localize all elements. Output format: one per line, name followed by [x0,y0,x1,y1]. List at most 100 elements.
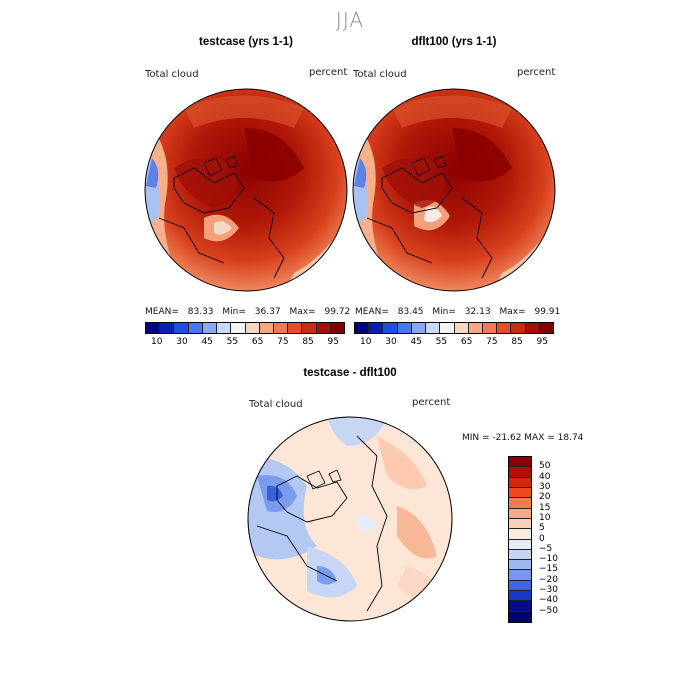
diff-variable: Total cloud [249,399,303,410]
colorbar-tick-label: 20 [539,492,551,503]
colorbar-swatch [217,323,232,333]
colorbar-tick-label: 10 [539,512,551,523]
panel-2-mean: 83.45 [397,307,424,317]
colorbar-swatch [383,323,398,333]
colorbar-swatch [330,323,345,333]
colorbar-tick-label: −40 [539,595,558,606]
colorbar-swatch [509,611,531,622]
panel-1-min-label: Min= [222,307,246,317]
colorbar-swatch [509,570,531,581]
colorbar-swatch [316,323,331,333]
colorbar-tick-label: 95 [536,337,548,347]
panel-2-colorbar: 10 30 45 55 65 75 85 95 [354,322,554,347]
colorbar-swatch [509,549,531,561]
colorbar-swatch [509,467,531,478]
panel-1-stats: MEAN= 83.33 Min= 36.37 Max= 99.72 [145,307,350,317]
colorbar-swatch [160,323,175,333]
colorbar-swatch [188,323,203,333]
colorbar-tick-label: −20 [539,574,558,585]
colorbar-tick-label: −15 [539,564,558,575]
panel-2-min: 32.13 [464,307,491,317]
colorbar-swatch [509,457,531,468]
colorbar-tick-label: 45 [201,337,213,347]
colorbar-swatch [509,601,531,612]
panel-2-mean-label: MEAN= [355,307,389,317]
colorbar-swatch [288,323,303,333]
colorbar-swatch [259,323,274,333]
colorbar-swatch [539,323,554,333]
colorbar-tick-label: 45 [410,337,422,347]
colorbar-tick-label: −10 [539,554,558,565]
colorbar-tick-label: 5 [539,523,545,534]
colorbar-tick-label: 65 [460,337,473,347]
colorbar-swatch [509,487,531,499]
colorbar-swatch [355,323,370,333]
colorbar-tick-label: −30 [539,585,558,596]
colorbar-tick-label: −50 [539,605,558,616]
colorbar-tick-label: 85 [302,337,314,347]
panel-1-colorbar-labels: 10 30 45 55 65 75 85 95 [145,337,345,347]
colorbar-swatch [509,591,531,602]
colorbar-swatch [509,529,531,540]
colorbar-swatch [245,323,260,333]
colorbar-swatch [509,539,531,550]
colorbar-swatch [509,518,531,530]
panel-1-colorbar-swatches [145,322,345,334]
panel-1-units: percent [309,67,348,78]
colorbar-tick-label: 15 [539,502,551,513]
panel-2-variable: Total cloud [353,69,407,80]
panel-1-max-label: Max= [289,307,316,317]
colorbar-swatch [174,323,189,333]
panel-1-mean: 83.33 [187,307,214,317]
colorbar-swatch [202,323,218,333]
colorbar-swatch [273,323,289,333]
colorbar-tick-label: 40 [539,471,551,482]
diff-colorbar [508,456,532,623]
panel-1-mean-label: MEAN= [145,307,179,317]
colorbar-swatch [411,323,427,333]
panel-2-stats: MEAN= 83.45 Min= 32.13 Max= 99.91 [355,307,560,317]
panel-1-title: testcase (yrs 1-1) [199,36,293,48]
diff-map [247,416,453,622]
colorbar-tick-label: 55 [226,337,239,347]
colorbar-swatch [511,323,526,333]
colorbar-tick-label: 75 [486,337,498,347]
colorbar-tick-label: 65 [251,337,264,347]
panel-1-max: 99.72 [324,307,351,317]
panel-2-min-label: Min= [432,307,456,317]
colorbar-tick-label: 30 [539,481,551,492]
colorbar-swatch [397,323,412,333]
colorbar-swatch [231,323,246,333]
colorbar-swatch [509,498,531,509]
colorbar-tick-label: −5 [539,543,553,554]
panel-2-units: percent [517,67,556,78]
colorbar-tick-label: 30 [385,337,397,347]
colorbar-tick-label: 0 [539,533,545,544]
colorbar-tick-label: 10 [360,337,372,347]
colorbar-tick-label: 85 [511,337,523,347]
colorbar-tick-label: 10 [151,337,163,347]
colorbar-tick-label: 50 [539,461,551,472]
colorbar-tick-label: 55 [435,337,448,347]
panel-1-map [144,88,348,292]
colorbar-swatch [497,323,512,333]
colorbar-tick-label: 30 [176,337,188,347]
panel-2-title: dflt100 (yrs 1-1) [411,36,497,48]
colorbar-swatch [468,323,483,333]
panel-1-min: 36.37 [254,307,281,317]
colorbar-tick-label: 75 [277,337,289,347]
panel-1-colorbar: 10 30 45 55 65 75 85 95 [145,322,345,347]
colorbar-swatch [509,477,531,488]
panel-2-colorbar-labels: 10 30 45 55 65 75 85 95 [354,337,554,347]
colorbar-swatch [454,323,469,333]
diff-units: percent [412,397,451,408]
colorbar-swatch [146,323,161,333]
panel-2-map [352,88,556,292]
colorbar-swatch [509,508,531,519]
colorbar-swatch [440,323,455,333]
colorbar-swatch [525,323,540,333]
diff-minmax: MIN = -21.62 MAX = 18.74 [462,433,584,443]
panel-2-max: 99.91 [534,307,561,317]
colorbar-swatch [302,323,317,333]
colorbar-swatch [426,323,441,333]
